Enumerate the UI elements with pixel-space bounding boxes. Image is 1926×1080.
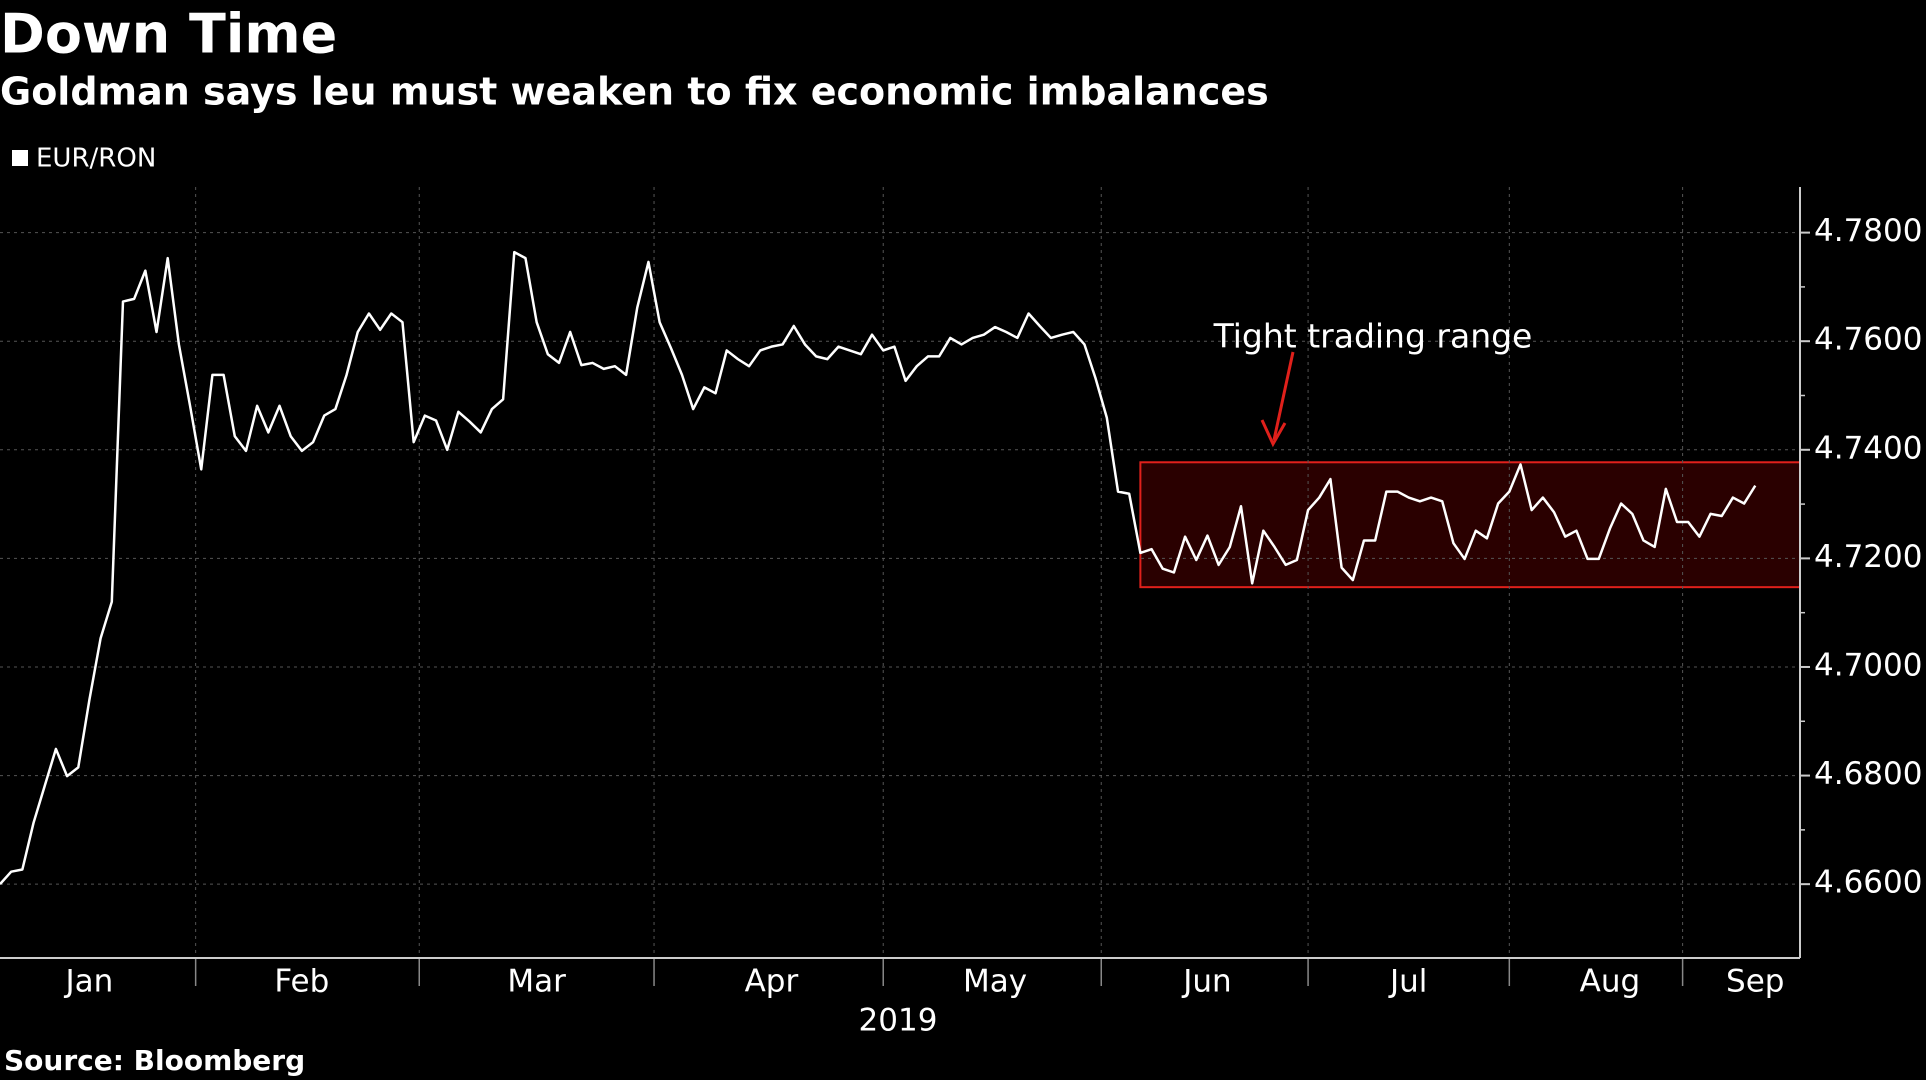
x-tick-label: Jul [1388, 964, 1427, 1000]
x-axis-label: 2019 [859, 1003, 938, 1039]
legend-swatch [12, 150, 28, 166]
y-tick-label: 4.6600 [1814, 865, 1922, 901]
series-line [0, 250, 1757, 885]
y-tick-label: 4.7000 [1814, 647, 1922, 683]
y-tick-label: 4.6800 [1814, 756, 1922, 792]
plot-area: 4.6600 4.6800 4.7000 4.7200 4.7400 4.7600 4.78… [0, 187, 1922, 1000]
y-tick-label: 4.7600 [1814, 322, 1922, 358]
annotation-box [1139, 461, 1801, 589]
x-tick-label: Feb [274, 964, 329, 1000]
y-tick-label: 4.7400 [1814, 430, 1922, 466]
source: Source: Bloomberg [4, 1044, 305, 1077]
y-tick-label: 4.7800 [1814, 213, 1922, 249]
x-tick-label: Aug [1580, 964, 1641, 1000]
x-tick-label: Sep [1726, 964, 1784, 1000]
x-tick-label: Jan [64, 964, 114, 1000]
x-tick-label: Apr [745, 964, 799, 1000]
x-tick-label: Jun [1181, 964, 1231, 1000]
legend-label: EUR/RON [36, 144, 156, 174]
x-tick-label: May [963, 964, 1027, 1000]
chart-title: Down Time [0, 3, 337, 66]
annotation-arrowhead [1260, 419, 1287, 448]
y-tick-label: 4.7200 [1814, 539, 1922, 575]
chart-subtitle: Goldman says leu must weaken to fix econ… [0, 70, 1269, 114]
annotation-text: Tight trading range [1213, 317, 1533, 356]
x-tick-label: Mar [507, 964, 566, 1000]
annotation-arrow [1272, 351, 1295, 441]
